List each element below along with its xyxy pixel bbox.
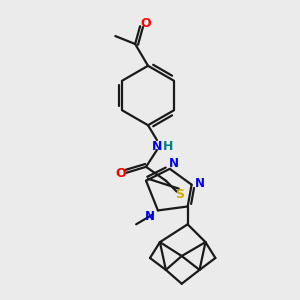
Text: O: O	[141, 17, 151, 30]
Text: N: N	[145, 210, 155, 223]
Text: S: S	[175, 188, 184, 201]
Text: N: N	[152, 140, 162, 152]
Text: N: N	[194, 177, 205, 190]
Text: N: N	[169, 158, 179, 170]
Text: H: H	[163, 140, 173, 152]
Text: O: O	[115, 167, 126, 180]
